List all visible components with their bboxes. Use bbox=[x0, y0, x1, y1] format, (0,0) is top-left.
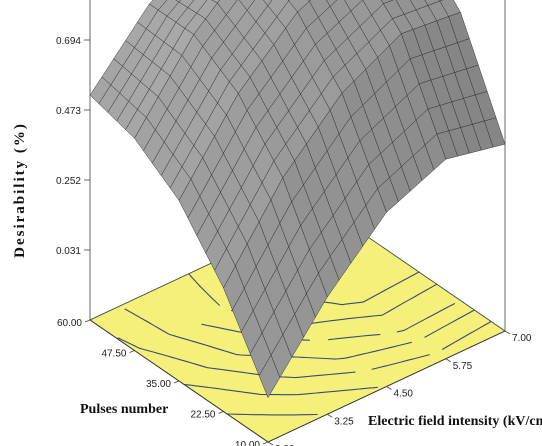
y-tick-label: 35.00 bbox=[146, 379, 171, 390]
z-tick-label: 0.252 bbox=[56, 176, 81, 187]
surface-facet bbox=[263, 0, 273, 7]
y-axis-title: Pulses number bbox=[80, 402, 168, 417]
y-tick-mark bbox=[84, 319, 91, 323]
axis-ticks: 0.0310.2520.4730.6940.91510.0022.5035.00… bbox=[56, 36, 532, 446]
surface-facet bbox=[258, 354, 281, 399]
y-tick-label: 10.00 bbox=[235, 440, 260, 446]
x-tick-mark bbox=[327, 413, 333, 418]
x-tick-mark bbox=[267, 441, 274, 446]
x-tick-mark bbox=[445, 358, 451, 363]
x-tick-mark bbox=[386, 386, 392, 390]
y-tick-mark bbox=[262, 441, 269, 445]
z-tick-label: 0.031 bbox=[56, 246, 81, 257]
x-axis-title: Electric field intensity (kV/cm) bbox=[368, 414, 542, 429]
y-tick-label: 47.50 bbox=[101, 349, 126, 360]
y-tick-mark bbox=[129, 350, 135, 353]
x-tick-label: 5.75 bbox=[453, 361, 473, 372]
z-axis-title: Desirability (%) bbox=[12, 122, 28, 258]
x-tick-label: 3.25 bbox=[334, 416, 354, 427]
x-tick-mark bbox=[504, 330, 511, 335]
y-tick-label: 22.50 bbox=[190, 410, 215, 421]
z-tick-label: 0.694 bbox=[56, 36, 81, 47]
x-tick-label: 7.00 bbox=[512, 333, 532, 344]
contour-line bbox=[183, 383, 378, 396]
contour-line bbox=[227, 413, 318, 416]
surface-facet bbox=[326, 0, 338, 7]
response-surface bbox=[89, 0, 506, 399]
z-tick-label: 0.473 bbox=[56, 106, 81, 117]
y-tick-label: 60.00 bbox=[57, 318, 82, 329]
x-tick-label: 4.50 bbox=[394, 389, 414, 400]
y-tick-mark bbox=[218, 411, 224, 414]
x-tick-label: 2.00 bbox=[275, 444, 295, 446]
y-tick-mark bbox=[173, 380, 180, 384]
